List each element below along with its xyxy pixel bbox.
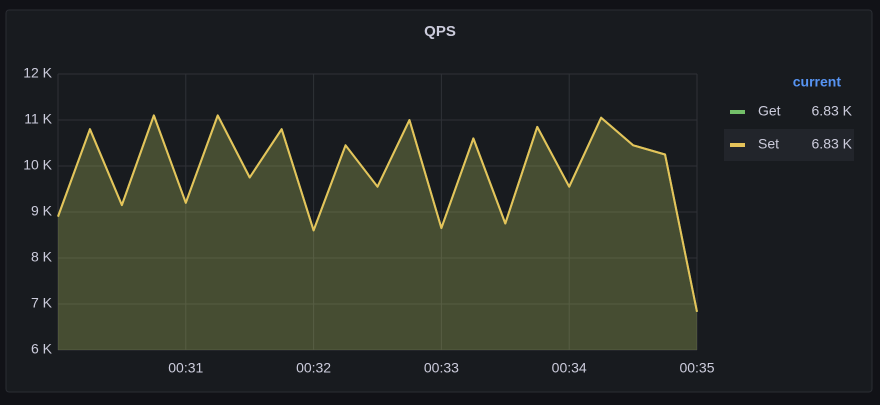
y-tick-label: 6 K [31, 341, 53, 357]
legend-label[interactable]: Get [758, 103, 781, 119]
line [57, 114, 698, 313]
legend-header[interactable]: current [793, 74, 842, 90]
x-tick-label: 00:34 [552, 360, 587, 376]
x-tick-label: 00:35 [679, 360, 714, 376]
legend-row-highlight [724, 129, 854, 161]
y-tick-label: 8 K [31, 249, 53, 265]
x-tick-label: 00:31 [168, 360, 203, 376]
area [58, 115, 697, 351]
y-tick-label: 10 K [23, 157, 52, 173]
x-tick-label: 00:32 [296, 360, 331, 376]
panel-frame [5, 9, 873, 393]
panel-title: QPS [424, 23, 456, 40]
x-tick-label: 00:33 [424, 360, 459, 376]
legend-value: 6.83 K [812, 136, 853, 152]
y-tick-label: 7 K [31, 295, 53, 311]
y-tick-label: 11 K [24, 111, 52, 127]
y-tick-label: 9 K [31, 203, 53, 219]
y-tick-label: 12 K [23, 65, 52, 81]
legend-label[interactable]: Set [758, 136, 779, 152]
area [58, 115, 697, 351]
legend-value: 6.83 K [812, 103, 853, 119]
